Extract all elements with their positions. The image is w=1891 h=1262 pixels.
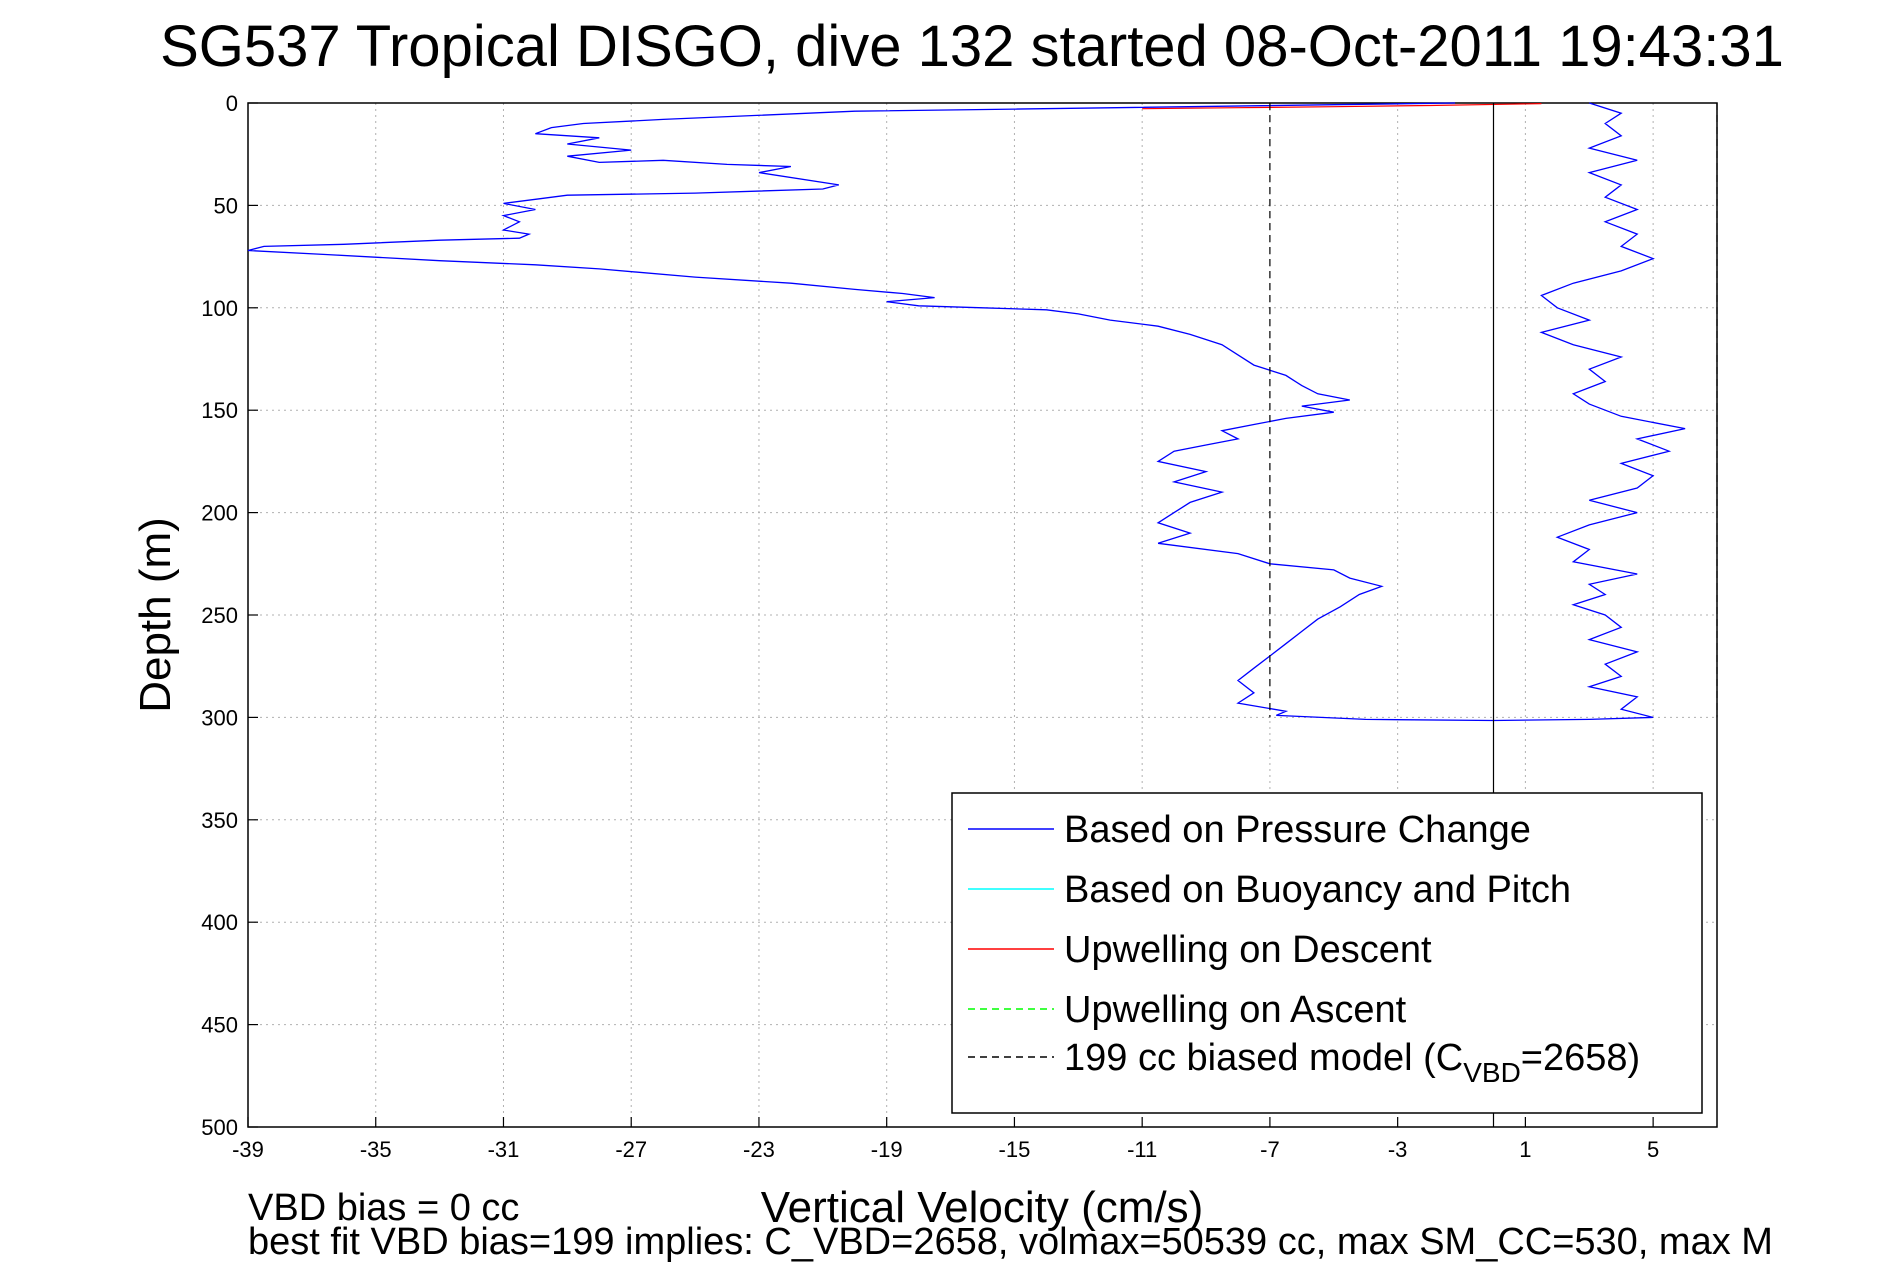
y-axis-label: Depth (m) bbox=[131, 517, 180, 713]
y-tick-label: 350 bbox=[201, 808, 238, 833]
y-tick-label: 200 bbox=[201, 501, 238, 526]
chart-title: SG537 Tropical DISGO, dive 132 started 0… bbox=[160, 14, 1784, 79]
y-axis-ticks: 0 50 100 150 200 250 300 350 400 450 500 bbox=[201, 91, 258, 1140]
x-tick-label: -19 bbox=[871, 1137, 903, 1162]
x-tick-label: -7 bbox=[1260, 1137, 1280, 1162]
x-tick-label: -35 bbox=[360, 1137, 392, 1162]
x-tick-label: -31 bbox=[488, 1137, 520, 1162]
legend: Based on Pressure Change Based on Buoyanc… bbox=[951, 792, 1703, 1114]
x-tick-label: 5 bbox=[1647, 1137, 1659, 1162]
y-tick-label: 100 bbox=[201, 296, 238, 321]
y-tick-label: 500 bbox=[201, 1115, 238, 1140]
x-tick-label: -27 bbox=[615, 1137, 647, 1162]
x-tick-label: -39 bbox=[232, 1137, 264, 1162]
x-tick-label: -11 bbox=[1127, 1137, 1157, 1162]
legend-label-1: Based on Buoyancy and Pitch bbox=[1064, 869, 1571, 911]
legend-label-2: Upwelling on Descent bbox=[1064, 929, 1432, 971]
y-tick-label: 400 bbox=[201, 910, 238, 935]
x-tick-label: -23 bbox=[743, 1137, 775, 1162]
legend-label-0: Based on Pressure Change bbox=[1064, 809, 1531, 851]
series-line-1 bbox=[1142, 103, 1542, 110]
y-tick-label: 0 bbox=[226, 91, 238, 116]
x-tick-label: -15 bbox=[999, 1137, 1031, 1162]
y-tick-label: 250 bbox=[201, 603, 238, 628]
footer-line-2: best fit VBD bias=199 implies: C_VBD=265… bbox=[248, 1221, 1773, 1262]
y-tick-label: 150 bbox=[201, 398, 238, 423]
y-tick-label: 300 bbox=[201, 705, 238, 730]
y-tick-label: 50 bbox=[214, 193, 238, 218]
footer-line-1: VBD bias = 0 cc bbox=[248, 1187, 519, 1229]
legend-box bbox=[951, 792, 1703, 1114]
x-tick-label: -3 bbox=[1388, 1137, 1408, 1162]
series-line-0 bbox=[247, 102, 1686, 722]
y-tick-label: 450 bbox=[201, 1013, 238, 1038]
x-axis-label: Vertical Velocity (cm/s) bbox=[761, 1183, 1204, 1232]
legend-label-3: Upwelling on Ascent bbox=[1064, 989, 1407, 1031]
x-tick-label: 1 bbox=[1519, 1137, 1531, 1162]
x-axis-ticks: -39 -35 -31 -27 -23 -19 -15 -11 -7 -3 1 5 bbox=[232, 1117, 1659, 1162]
